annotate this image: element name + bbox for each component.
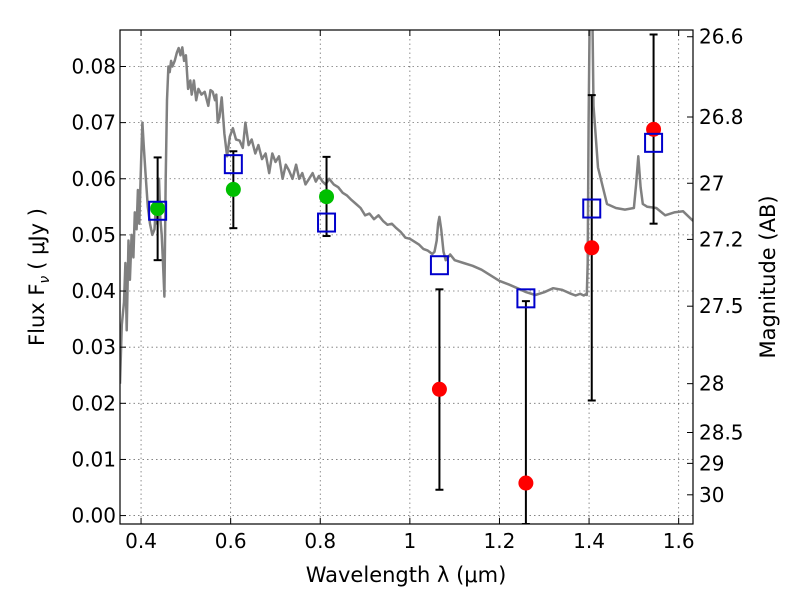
x-tick-label: 1.6 — [663, 529, 695, 553]
y2-tick-label: 28.5 — [699, 420, 744, 444]
blue-square-marker — [644, 132, 664, 153]
blue-square-marker — [582, 198, 602, 219]
y-tick-label: 0.05 — [71, 223, 116, 247]
green-data-point — [150, 201, 166, 217]
error-bar-layer — [153, 33, 658, 524]
plot-frame — [119, 29, 694, 525]
x-tick-label: 0.4 — [125, 529, 157, 553]
blue-square-marker — [148, 200, 168, 221]
x-tick-label: 1 — [403, 529, 416, 553]
y2-tick-label: 27.2 — [699, 227, 744, 251]
x-tick-label: 1.2 — [484, 529, 516, 553]
red-data-point — [431, 381, 447, 397]
y-tick-label: 0.03 — [71, 335, 116, 359]
y-axis-title-main: Flux F — [25, 284, 49, 346]
y2-tick-label: 26.6 — [699, 25, 744, 49]
model-spectrum-layer — [120, 30, 693, 384]
y2-tick-label: 26.8 — [699, 105, 744, 129]
red-data-point — [584, 240, 600, 256]
plot-area — [120, 30, 693, 524]
blue-square-marker — [516, 288, 536, 309]
x-tick-label: 0.6 — [215, 529, 247, 553]
y2-tick-label: 27.5 — [699, 294, 744, 318]
y-tick-label: 0.02 — [71, 391, 116, 415]
grid-layer — [120, 30, 693, 524]
red-point-layer — [431, 121, 662, 491]
y-axis-title-sub: ν — [37, 276, 53, 284]
green-data-point — [225, 181, 241, 197]
y-axis-title: Flux Fν ( μJy ) — [25, 208, 53, 346]
green-data-point — [319, 189, 335, 205]
y-tick-label: 0.01 — [71, 447, 116, 471]
y2-axis-ticks: 26.6 26.8 27 27.2 27.5 28 28.5 29 30 — [687, 25, 744, 507]
blue-square-layer — [148, 132, 664, 309]
x-tick-label: 1.4 — [573, 529, 605, 553]
y2-tick-label: 27 — [699, 171, 724, 195]
model-spectrum-line — [120, 30, 693, 384]
y-axis-ticks: 0.00 0.01 0.02 0.03 0.04 0.05 0.06 0.07 0.08 — [71, 54, 126, 528]
x-tick-label: 0.8 — [304, 529, 336, 553]
y-axis-title-unit: ( μJy ) — [25, 208, 49, 270]
y-tick-label: 0.04 — [71, 279, 116, 303]
y2-tick-label: 28 — [699, 372, 724, 396]
y2-tick-label: 29 — [699, 451, 724, 475]
blue-square-marker — [429, 255, 449, 276]
red-data-point — [518, 475, 534, 491]
y2-tick-label: 30 — [699, 483, 724, 507]
y-tick-label: 0.00 — [71, 504, 116, 528]
y-tick-label: 0.07 — [71, 111, 116, 135]
y-axis-title-group: Flux Fν ( μJy ) — [25, 208, 53, 346]
green-point-layer — [150, 181, 335, 217]
y-tick-label: 0.08 — [71, 54, 116, 78]
x-axis-ticks: 0.4 0.6 0.8 1 1.2 1.4 1.6 — [125, 30, 695, 553]
blue-square-marker — [223, 154, 243, 175]
blue-square-marker — [317, 212, 337, 233]
x-axis-title: Wavelength λ (μm) — [306, 563, 507, 587]
y-tick-label: 0.06 — [71, 167, 116, 191]
y2-axis-title: Magnitude (AB) — [756, 195, 780, 358]
